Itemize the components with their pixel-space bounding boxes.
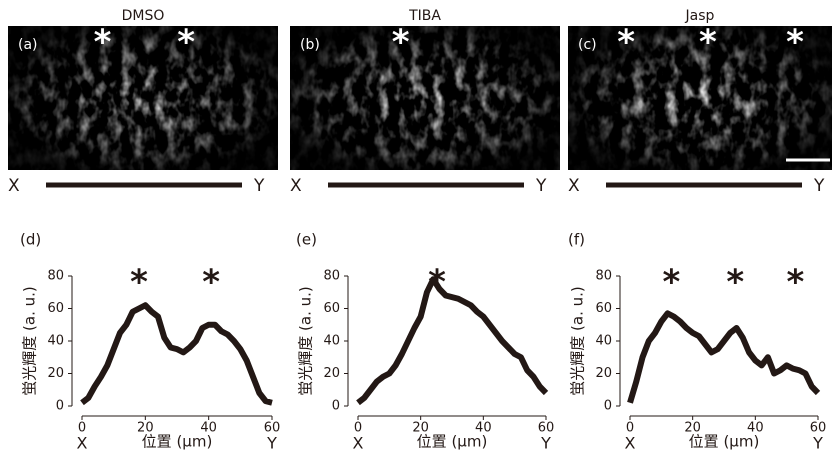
panel-title: TIBA bbox=[408, 8, 441, 24]
x-tick-label: 20 bbox=[412, 421, 429, 436]
line-start: X bbox=[290, 176, 302, 196]
y-axis-title: 蛍光輝度 (a. u.) bbox=[569, 286, 587, 395]
asterisk: * bbox=[786, 23, 804, 63]
panel-label: (a) bbox=[18, 37, 38, 53]
y-tick-label: 0 bbox=[56, 399, 64, 414]
x-tick-label: 40 bbox=[475, 421, 492, 436]
chart-label: (f) bbox=[568, 231, 585, 249]
x-axis-title: 位置 (μm) bbox=[417, 433, 488, 451]
panel-title: DMSO bbox=[122, 8, 165, 24]
y-tick-label: 60 bbox=[595, 301, 612, 316]
micrograph-texture bbox=[568, 26, 832, 170]
y-tick-label: 0 bbox=[604, 399, 612, 414]
x-tick-label: 60 bbox=[264, 421, 281, 436]
y-tick-label: 20 bbox=[323, 366, 340, 381]
asterisk: * bbox=[177, 23, 195, 63]
x-start: X bbox=[625, 434, 636, 453]
asterisk: * bbox=[130, 263, 148, 303]
micrograph-texture bbox=[8, 26, 278, 170]
panel-label: (c) bbox=[578, 37, 597, 53]
fibers bbox=[568, 26, 832, 170]
y-tick-label: 40 bbox=[47, 334, 64, 349]
asterisk: * bbox=[662, 263, 680, 303]
asterisk: * bbox=[202, 263, 220, 303]
y-tick-label: 80 bbox=[47, 269, 64, 284]
micrograph-texture bbox=[290, 26, 560, 170]
x-tick-label: 60 bbox=[810, 421, 827, 436]
x-tick-label: 0 bbox=[626, 421, 634, 436]
x-end: Y bbox=[540, 434, 551, 453]
x-start: X bbox=[353, 434, 364, 453]
x-tick-label: 60 bbox=[538, 421, 555, 436]
y-tick-label: 80 bbox=[595, 269, 612, 284]
x-end: Y bbox=[266, 434, 277, 453]
y-tick-label: 0 bbox=[332, 399, 340, 414]
y-axis-title: 蛍光輝度 (a. u.) bbox=[297, 286, 315, 395]
fibers bbox=[290, 26, 560, 170]
y-tick-label: 40 bbox=[595, 334, 612, 349]
y-tick-label: 60 bbox=[323, 301, 340, 316]
line-start: X bbox=[568, 176, 580, 196]
x-tick-label: 40 bbox=[200, 421, 217, 436]
x-end: Y bbox=[812, 434, 823, 453]
x-tick-label: 0 bbox=[354, 421, 362, 436]
profile-curve bbox=[356, 276, 549, 406]
asterisk: * bbox=[392, 23, 410, 63]
x-tick-label: 20 bbox=[684, 421, 701, 436]
asterisk: * bbox=[787, 263, 805, 303]
asterisk: * bbox=[617, 23, 635, 63]
asterisk: * bbox=[699, 23, 717, 63]
asterisk: * bbox=[94, 23, 112, 63]
chart-label: (e) bbox=[296, 231, 317, 249]
y-tick-label: 60 bbox=[47, 301, 64, 316]
y-tick-label: 20 bbox=[595, 366, 612, 381]
y-tick-label: 20 bbox=[47, 366, 64, 381]
x-start: X bbox=[77, 434, 88, 453]
panel-title: Jasp bbox=[685, 8, 715, 24]
x-axis-title: 位置 (μm) bbox=[142, 433, 213, 451]
y-axis-title: 蛍光輝度 (a. u.) bbox=[21, 286, 39, 395]
chart-label: (d) bbox=[20, 231, 41, 249]
x-axis-title: 位置 (μm) bbox=[689, 433, 760, 451]
panel-label: (b) bbox=[300, 37, 320, 53]
asterisk: * bbox=[726, 263, 744, 303]
y-tick-label: 80 bbox=[323, 269, 340, 284]
y-tick-label: 40 bbox=[323, 334, 340, 349]
x-tick-label: 40 bbox=[747, 421, 764, 436]
x-tick-label: 20 bbox=[137, 421, 154, 436]
line-end: Y bbox=[535, 176, 547, 196]
x-tick-label: 0 bbox=[78, 421, 86, 436]
fibers bbox=[8, 26, 278, 170]
profile-curve bbox=[627, 310, 821, 404]
line-start: X bbox=[8, 176, 20, 196]
line-end: Y bbox=[253, 176, 265, 196]
line-end: Y bbox=[813, 176, 825, 196]
profile-curve bbox=[80, 302, 273, 406]
